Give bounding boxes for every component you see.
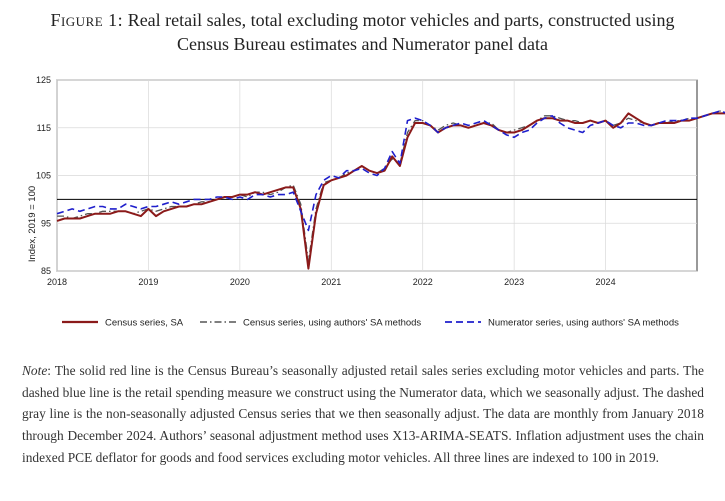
figure-title: Figure 1: Real retail sales, total exclu… xyxy=(0,8,725,56)
figure-title-line2: Census Bureau estimates and Numerator pa… xyxy=(177,34,548,54)
y-tick-label: 85 xyxy=(41,266,51,276)
figure-note: Note: The solid red line is the Census B… xyxy=(22,360,704,469)
figure-label: Figure 1: xyxy=(50,10,124,30)
figure-title-line1: Figure 1: Real retail sales, total exclu… xyxy=(0,8,725,32)
legend-label-solid: Census series, SA xyxy=(105,318,184,329)
series-lines xyxy=(56,110,725,270)
axis-labels: 85 95 105 115 125 2018 2019 2020 2021 2022 2023 202… xyxy=(36,75,616,287)
x-tick-label: 2023 xyxy=(504,277,524,287)
y-tick-label: 105 xyxy=(36,171,51,181)
x-tick-label: 2019 xyxy=(138,277,158,287)
y-axis-label: Index, 2019 = 100 xyxy=(27,186,38,262)
note-label: Note xyxy=(22,363,48,378)
x-tick-label: 2022 xyxy=(413,277,433,287)
x-tick-label: 2021 xyxy=(321,277,341,287)
x-tick-label: 2024 xyxy=(596,277,616,287)
y-tick-label: 95 xyxy=(41,218,51,228)
series-line-solid xyxy=(56,112,725,270)
legend: Census series, SA Census series, using au… xyxy=(62,318,679,329)
line-chart: 85 95 105 115 125 2018 2019 2020 2021 2022 2023 202… xyxy=(27,75,725,329)
series-line-dashed xyxy=(56,110,725,232)
y-tick-label: 115 xyxy=(37,123,51,133)
legend-label-dashed: Numerator series, using authors' SA meth… xyxy=(488,318,679,329)
gridlines xyxy=(56,79,697,272)
legend-label-dashdot: Census series, using authors' SA methods xyxy=(243,318,421,329)
figure-title-text-1: Real retail sales, total excluding motor… xyxy=(127,10,675,30)
y-tick-label: 125 xyxy=(36,75,51,85)
x-tick-label: 2020 xyxy=(230,277,250,287)
note-text: : The solid red line is the Census Burea… xyxy=(22,363,704,465)
x-tick-label: 2018 xyxy=(47,277,67,287)
